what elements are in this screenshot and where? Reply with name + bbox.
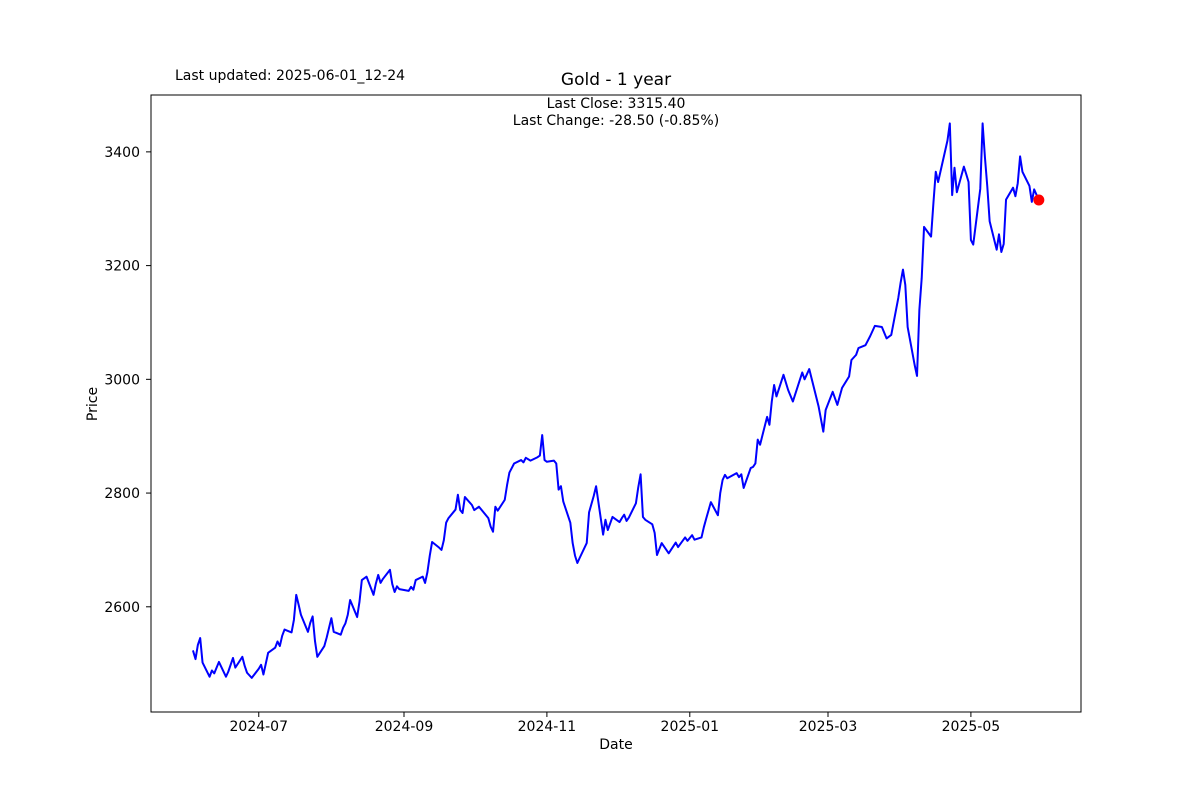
x-tick-label: 2025-03	[799, 719, 858, 735]
last-close-text: Last Close: 3315.40	[546, 96, 686, 112]
chart-title: Gold - 1 year	[560, 70, 672, 90]
last-updated-text: Last updated: 2025-06-01_12-24	[175, 68, 406, 84]
y-tick-label: 3200	[104, 259, 140, 275]
y-tick-label: 2600	[104, 600, 140, 616]
y-tick-label: 3400	[104, 145, 140, 161]
last-change-text: Last Change: -28.50 (-0.85%)	[512, 113, 720, 129]
x-tick-label: 2025-01	[661, 719, 720, 735]
x-tick-label: 2024-11	[518, 719, 577, 735]
axes-frame	[150, 94, 1082, 713]
chart-annotation: Last Close: 3315.40 Last Change: -28.50 …	[151, 96, 1081, 130]
x-axis-label: Date	[599, 737, 633, 753]
price-line	[192, 122, 1040, 679]
y-tick-label: 3000	[104, 372, 140, 388]
x-tick-label: 2025-05	[942, 719, 1001, 735]
x-tick-label: 2024-07	[230, 719, 289, 735]
last-price-marker	[1033, 194, 1045, 206]
x-tick-label: 2024-09	[375, 719, 434, 735]
y-tick-label: 2800	[104, 486, 140, 502]
